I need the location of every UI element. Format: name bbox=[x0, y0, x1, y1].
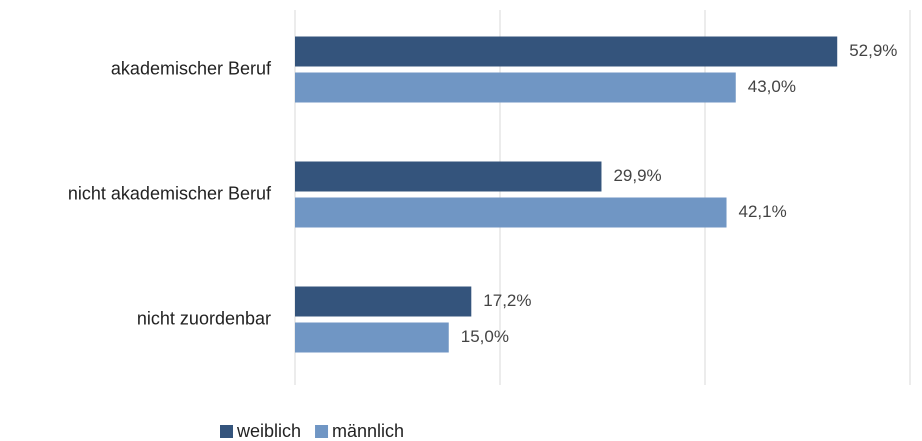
legend-label: weiblich bbox=[236, 421, 301, 441]
data-label: 42,1% bbox=[739, 202, 787, 221]
y-tick-label: akademischer Beruf bbox=[111, 58, 272, 78]
y-tick-label: nicht akademischer Beruf bbox=[68, 183, 272, 203]
bar bbox=[295, 286, 472, 317]
data-label: 15,0% bbox=[461, 327, 509, 346]
bar bbox=[295, 161, 602, 192]
data-label: 17,2% bbox=[483, 291, 531, 310]
legend-swatch bbox=[220, 425, 233, 438]
bar bbox=[295, 36, 838, 67]
data-label: 29,9% bbox=[613, 166, 661, 185]
data-label: 52,9% bbox=[849, 41, 897, 60]
legend-label: männlich bbox=[332, 421, 404, 441]
bar bbox=[295, 322, 449, 353]
y-tick-label: nicht zuordenbar bbox=[137, 308, 271, 328]
bar bbox=[295, 197, 727, 228]
data-label: 43,0% bbox=[748, 77, 796, 96]
legend-swatch bbox=[315, 425, 329, 438]
bar bbox=[295, 72, 736, 103]
